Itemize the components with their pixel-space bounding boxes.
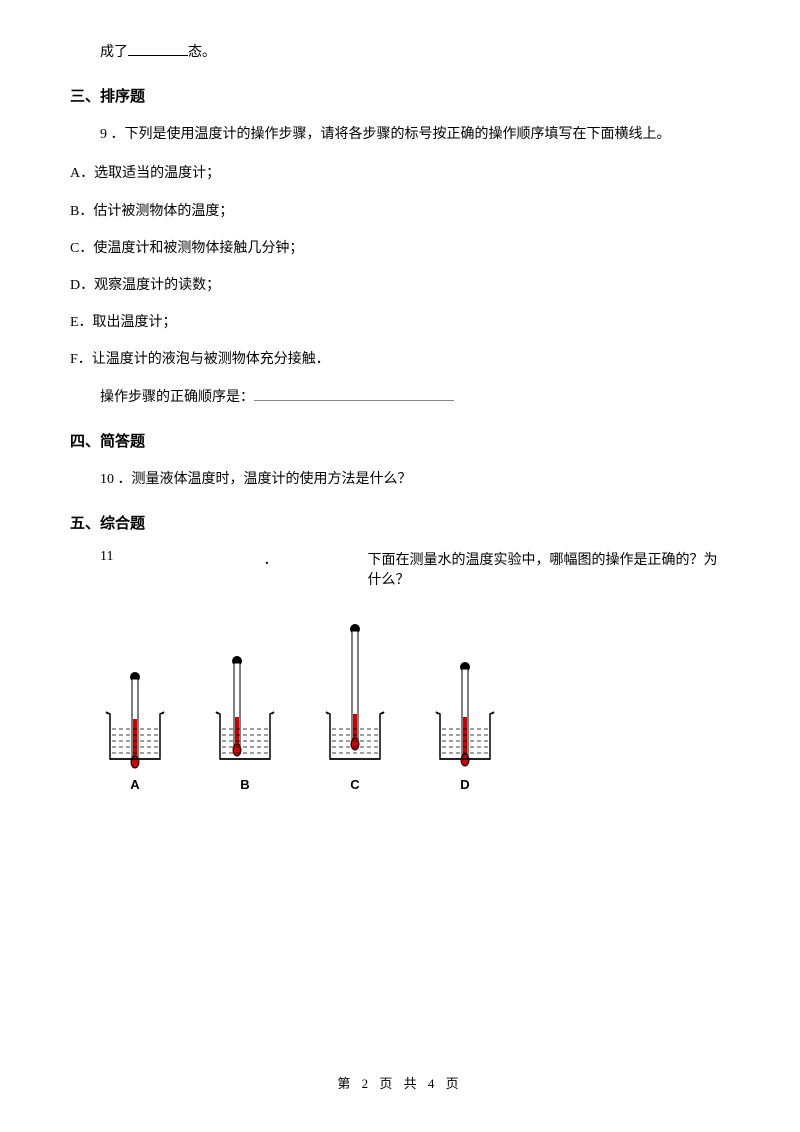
blank-answer-sequence: [254, 385, 454, 401]
beaker-thermometer-d: [430, 619, 500, 769]
diagram-a: A: [100, 619, 170, 792]
diagram-label-c: C: [350, 777, 359, 792]
beaker-thermometer-c: [320, 619, 390, 769]
blank-state: [128, 40, 188, 56]
section-4-heading: 四、简答题: [70, 430, 730, 451]
q11-dot: ．: [263, 549, 277, 569]
diagram-c: C: [320, 619, 390, 792]
section-3-heading: 三、排序题: [70, 85, 730, 106]
option-d: D．观察温度计的读数；: [70, 273, 730, 298]
beaker-thermometer-b: [210, 619, 280, 769]
q11-text: 下面在测量水的温度实验中，哪幅图的操作是正确的？为什么？: [367, 549, 730, 589]
option-a: A．选取适当的温度计；: [70, 161, 730, 186]
diagram-label-a: A: [130, 777, 139, 792]
option-e: E．取出温度计；: [70, 310, 730, 335]
question-11: 11 ． 下面在测量水的温度实验中，哪幅图的操作是正确的？为什么？: [70, 549, 730, 589]
option-c: C．使温度计和被测物体接触几分钟；: [70, 236, 730, 261]
question-9: 9 ．下列是使用温度计的操作步骤，请将各步骤的标号按正确的操作顺序填写在下面横线…: [70, 122, 730, 147]
q10-number: 10: [100, 472, 114, 487]
diagram-container: A B: [70, 619, 730, 792]
section-5-heading: 五、综合题: [70, 512, 730, 533]
continuation-prefix: 成了: [100, 45, 128, 60]
q9-answer-prompt: 操作步骤的正确顺序是：: [100, 390, 254, 405]
diagram-b: B: [210, 619, 280, 792]
diagram-d: D: [430, 619, 500, 792]
q10-text: ．测量液体温度时，温度计的使用方法是什么？: [118, 472, 412, 487]
q11-number: 11: [70, 549, 113, 565]
option-b: B．估计被测物体的温度；: [70, 199, 730, 224]
continuation-line: 成了 态。: [70, 40, 730, 65]
page-footer: 第 2 页 共 4 页: [0, 1073, 800, 1092]
q9-answer-line: 操作步骤的正确顺序是：: [70, 385, 730, 410]
diagram-label-d: D: [460, 777, 469, 792]
question-10: 10 ．测量液体温度时，温度计的使用方法是什么？: [70, 467, 730, 492]
diagram-label-b: B: [240, 777, 249, 792]
option-f: F．让温度计的液泡与被测物体充分接触．: [70, 347, 730, 372]
beaker-thermometer-a: [100, 619, 170, 769]
continuation-suffix: 态。: [188, 45, 216, 60]
q9-number: 9: [100, 127, 107, 142]
q9-text: ．下列是使用温度计的操作步骤，请将各步骤的标号按正确的操作顺序填写在下面横线上。: [111, 127, 671, 142]
